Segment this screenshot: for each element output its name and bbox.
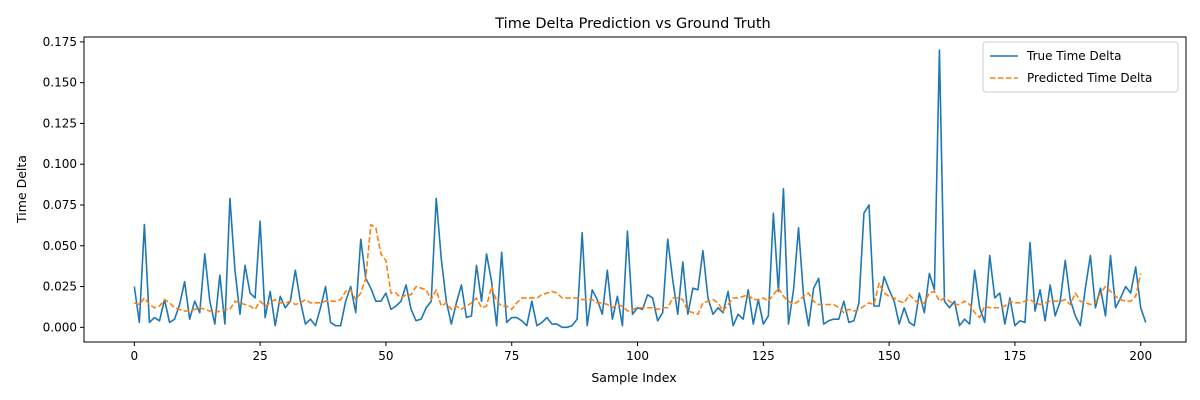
y-axis: 0.000 0.025 0.050 0.075 0.100 0.125 0.150 0.175 xyxy=(43,35,84,334)
legend: True Time Delta Predicted Time Delta xyxy=(982,41,1179,93)
chart-title: Time Delta Prediction vs Ground Truth xyxy=(494,16,770,32)
y-axis-label: Time Delta xyxy=(14,155,29,224)
axes-frame xyxy=(83,36,1187,343)
x-tick-label: 75 xyxy=(504,349,519,363)
plot-area xyxy=(83,36,1187,343)
y-tick-label: 0.100 xyxy=(43,157,77,171)
x-axis-label: Sample Index xyxy=(591,370,676,385)
y-tick-label: 0.050 xyxy=(43,239,77,253)
legend-label-true-time-delta: True Time Delta xyxy=(1026,49,1122,63)
legend-label-predicted-time-delta: Predicted Time Delta xyxy=(1027,71,1152,85)
legend-frame xyxy=(982,41,1179,93)
x-tick-label: 150 xyxy=(878,349,901,363)
x-tick-label: 200 xyxy=(1129,349,1152,363)
x-axis: 0 25 50 75 100 125 150 175 200 xyxy=(130,342,1152,363)
y-tick-label: 0.075 xyxy=(43,198,77,212)
y-tick-label: 0.025 xyxy=(43,280,77,294)
x-tick-label: 125 xyxy=(752,349,775,363)
y-tick-label: 0.125 xyxy=(43,116,77,130)
x-tick-label: 25 xyxy=(252,349,267,363)
series-line-predicted-time-delta xyxy=(134,223,1142,319)
x-tick-label: 100 xyxy=(626,349,649,363)
series-line-true-time-delta xyxy=(133,49,1147,329)
y-tick-label: 0.000 xyxy=(43,320,77,334)
x-tick-label: 50 xyxy=(378,349,393,363)
y-tick-label: 0.150 xyxy=(43,76,77,90)
x-tick-label: 175 xyxy=(1003,349,1026,363)
y-tick-label: 0.175 xyxy=(43,35,77,49)
x-tick-label: 0 xyxy=(130,349,138,363)
